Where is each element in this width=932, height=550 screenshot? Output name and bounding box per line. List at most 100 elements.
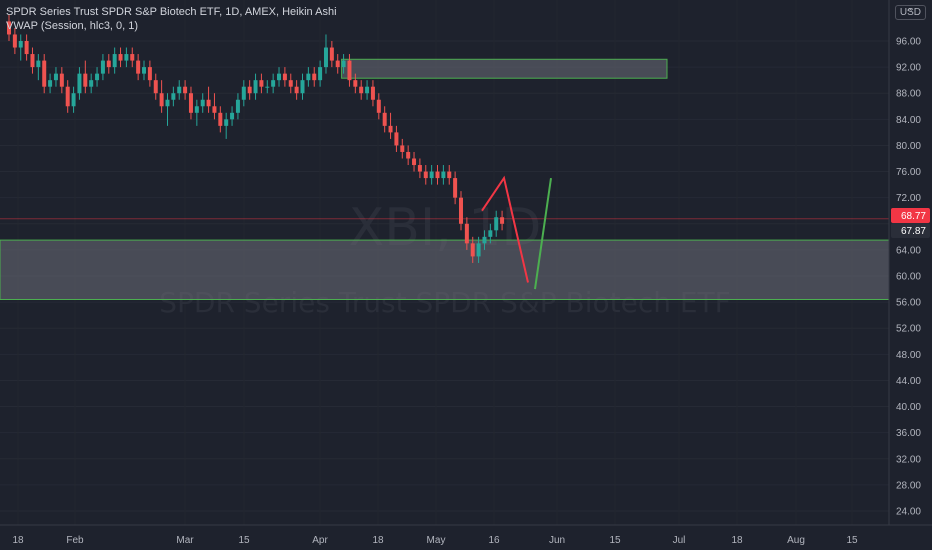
candle	[235, 93, 240, 120]
candle-body	[500, 217, 505, 224]
candle	[83, 60, 88, 94]
candle-body	[359, 86, 364, 94]
y-tick-label: 92.00	[896, 63, 921, 74]
projection-lines	[481, 175, 552, 290]
candle	[118, 47, 123, 68]
candle-body	[476, 243, 481, 257]
candle	[165, 93, 170, 126]
candle-body	[406, 151, 411, 159]
candle	[312, 67, 317, 87]
candle-body	[100, 60, 105, 74]
candle-body	[218, 112, 223, 126]
candle	[194, 99, 199, 126]
x-tick-label: Jul	[673, 535, 686, 546]
candle	[470, 236, 475, 263]
candle-body	[212, 106, 217, 113]
candle	[112, 47, 117, 74]
candle	[394, 125, 399, 152]
candle-body	[488, 230, 493, 237]
y-tick-label: 36.00	[896, 428, 921, 439]
candle-body	[12, 34, 17, 48]
candle	[365, 80, 370, 100]
candle	[65, 80, 70, 113]
candle	[106, 54, 111, 74]
candle	[341, 54, 346, 74]
candle-body	[347, 60, 352, 81]
candle-body	[365, 86, 370, 94]
candle	[206, 86, 211, 113]
candle	[218, 106, 223, 133]
candle	[18, 34, 23, 61]
candle	[494, 210, 499, 237]
candle	[147, 60, 152, 87]
candle	[48, 73, 53, 94]
candle	[271, 73, 276, 94]
supply-demand-zone	[341, 58, 668, 79]
candle-body	[130, 54, 135, 61]
candle	[488, 223, 493, 244]
candle-body	[153, 80, 158, 94]
price-label-text: 67.87	[901, 226, 926, 237]
candle	[441, 165, 446, 185]
price-label: 67.87	[891, 223, 930, 238]
candle-body	[247, 86, 252, 94]
candle	[24, 34, 29, 61]
candle-body	[235, 99, 240, 113]
candle	[423, 165, 428, 185]
candle	[71, 86, 76, 113]
y-tick-label: 76.00	[896, 167, 921, 178]
candle-body	[482, 236, 487, 244]
candle-body	[253, 80, 258, 94]
candle-body	[447, 171, 452, 179]
candle	[241, 80, 246, 107]
candle-body	[53, 73, 58, 81]
candle-body	[282, 73, 287, 81]
candle-body	[382, 112, 387, 126]
candle-body	[71, 93, 76, 107]
candle	[212, 93, 217, 120]
candle-body	[341, 60, 346, 68]
candle	[142, 60, 147, 81]
candle-body	[453, 178, 458, 198]
candle	[288, 73, 293, 94]
candle-body	[370, 86, 375, 100]
candle-body	[265, 86, 270, 88]
candle-body	[435, 171, 440, 179]
y-tick-label: 28.00	[896, 480, 921, 491]
candle	[159, 80, 164, 113]
candle-body	[118, 54, 123, 61]
candle-body	[18, 41, 23, 48]
chevron-icon[interactable]: ⌃	[905, 7, 915, 19]
candle-body	[177, 86, 182, 94]
candle	[282, 67, 287, 87]
candle-body	[388, 125, 393, 133]
currency-badge[interactable]: USD	[894, 5, 926, 20]
candle	[300, 73, 305, 100]
candle-body	[200, 99, 205, 107]
candle-body	[183, 86, 188, 94]
y-tick-label: 24.00	[896, 507, 921, 518]
candle-body	[83, 73, 88, 87]
candle-body	[171, 93, 176, 100]
candle-body	[335, 60, 340, 68]
indicator-label[interactable]: VWAP (Session, hlc3, 0, 1)	[6, 20, 139, 32]
candle-body	[188, 93, 193, 113]
x-axis[interactable]: 18 Feb Mar 15 Apr 18 May 16 Jun 15 Jul 18 Aug 15	[0, 524, 932, 546]
candle	[353, 73, 358, 94]
candle	[59, 67, 64, 94]
y-tick-label: 56.00	[896, 298, 921, 309]
candle-body	[230, 112, 235, 120]
candle	[200, 93, 205, 113]
candle-body	[429, 171, 434, 179]
candle	[429, 165, 434, 185]
supply-demand-zone	[0, 239, 890, 301]
candle	[77, 67, 82, 100]
x-tick-label: Apr	[312, 535, 328, 546]
candle	[100, 54, 105, 81]
candle	[89, 73, 94, 94]
candle	[435, 165, 440, 185]
price-label-text: 68.77	[901, 211, 926, 222]
candle-body	[417, 165, 422, 172]
candle	[265, 80, 270, 94]
